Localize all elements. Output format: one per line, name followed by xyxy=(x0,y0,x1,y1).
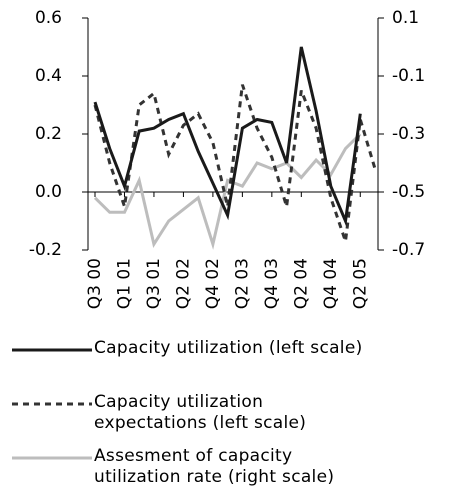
y-tick-label: 0.4 xyxy=(35,66,62,86)
series-line xyxy=(93,46,362,227)
legend-swatch xyxy=(12,456,92,460)
x-tick-label: Q2 03 xyxy=(232,258,252,309)
series-line xyxy=(93,132,362,250)
legend-item: Capacity utilization (left scale) xyxy=(0,338,457,392)
legend-item: Capacity utilization expectations (left … xyxy=(0,392,457,446)
chart: -0.2 0.0 0.2 0.4 0.6 -0.7 -0.5 -0.3 -0.1 0.1 Q3 00… xyxy=(29,8,425,309)
legend-label: Capacity utilization (left scale) xyxy=(94,338,363,358)
x-tick-label: Q2 02 xyxy=(173,258,193,309)
y-tick-label: 0.6 xyxy=(35,8,62,28)
series-line xyxy=(93,84,377,242)
legend-swatch xyxy=(12,348,92,352)
y2-tick-label: 0.1 xyxy=(392,8,419,28)
y2-tick-label: -0.3 xyxy=(392,124,425,144)
y2-tick-label: -0.7 xyxy=(392,240,425,260)
x-tick-label: Q4 03 xyxy=(262,258,282,309)
y-tick-label: -0.2 xyxy=(29,240,62,260)
x-tick-label: Q3 01 xyxy=(144,258,164,309)
x-tick-label: Q2 04 xyxy=(291,258,311,309)
legend-item: Assesment of capacity utilization rate (… xyxy=(0,446,457,500)
x-tick-label: Q2 05 xyxy=(350,258,370,309)
y2-tick-label: -0.1 xyxy=(392,66,425,86)
legend-label: Assesment of capacity utilization rate (… xyxy=(94,446,335,487)
legend-label: Capacity utilization expectations (left … xyxy=(94,392,307,433)
legend: Capacity utilization (left scale) Capacit… xyxy=(0,338,457,500)
y2-tick-label: -0.5 xyxy=(392,182,425,202)
legend-swatch xyxy=(12,402,92,406)
x-tick-label: Q1 01 xyxy=(114,258,134,309)
y-tick-label: 0.0 xyxy=(35,182,62,202)
y-tick-label: 0.2 xyxy=(35,124,62,144)
x-tick-label: Q3 00 xyxy=(85,258,105,309)
x-tick-label: Q4 04 xyxy=(321,258,341,309)
x-tick-label: Q4 02 xyxy=(203,258,223,309)
